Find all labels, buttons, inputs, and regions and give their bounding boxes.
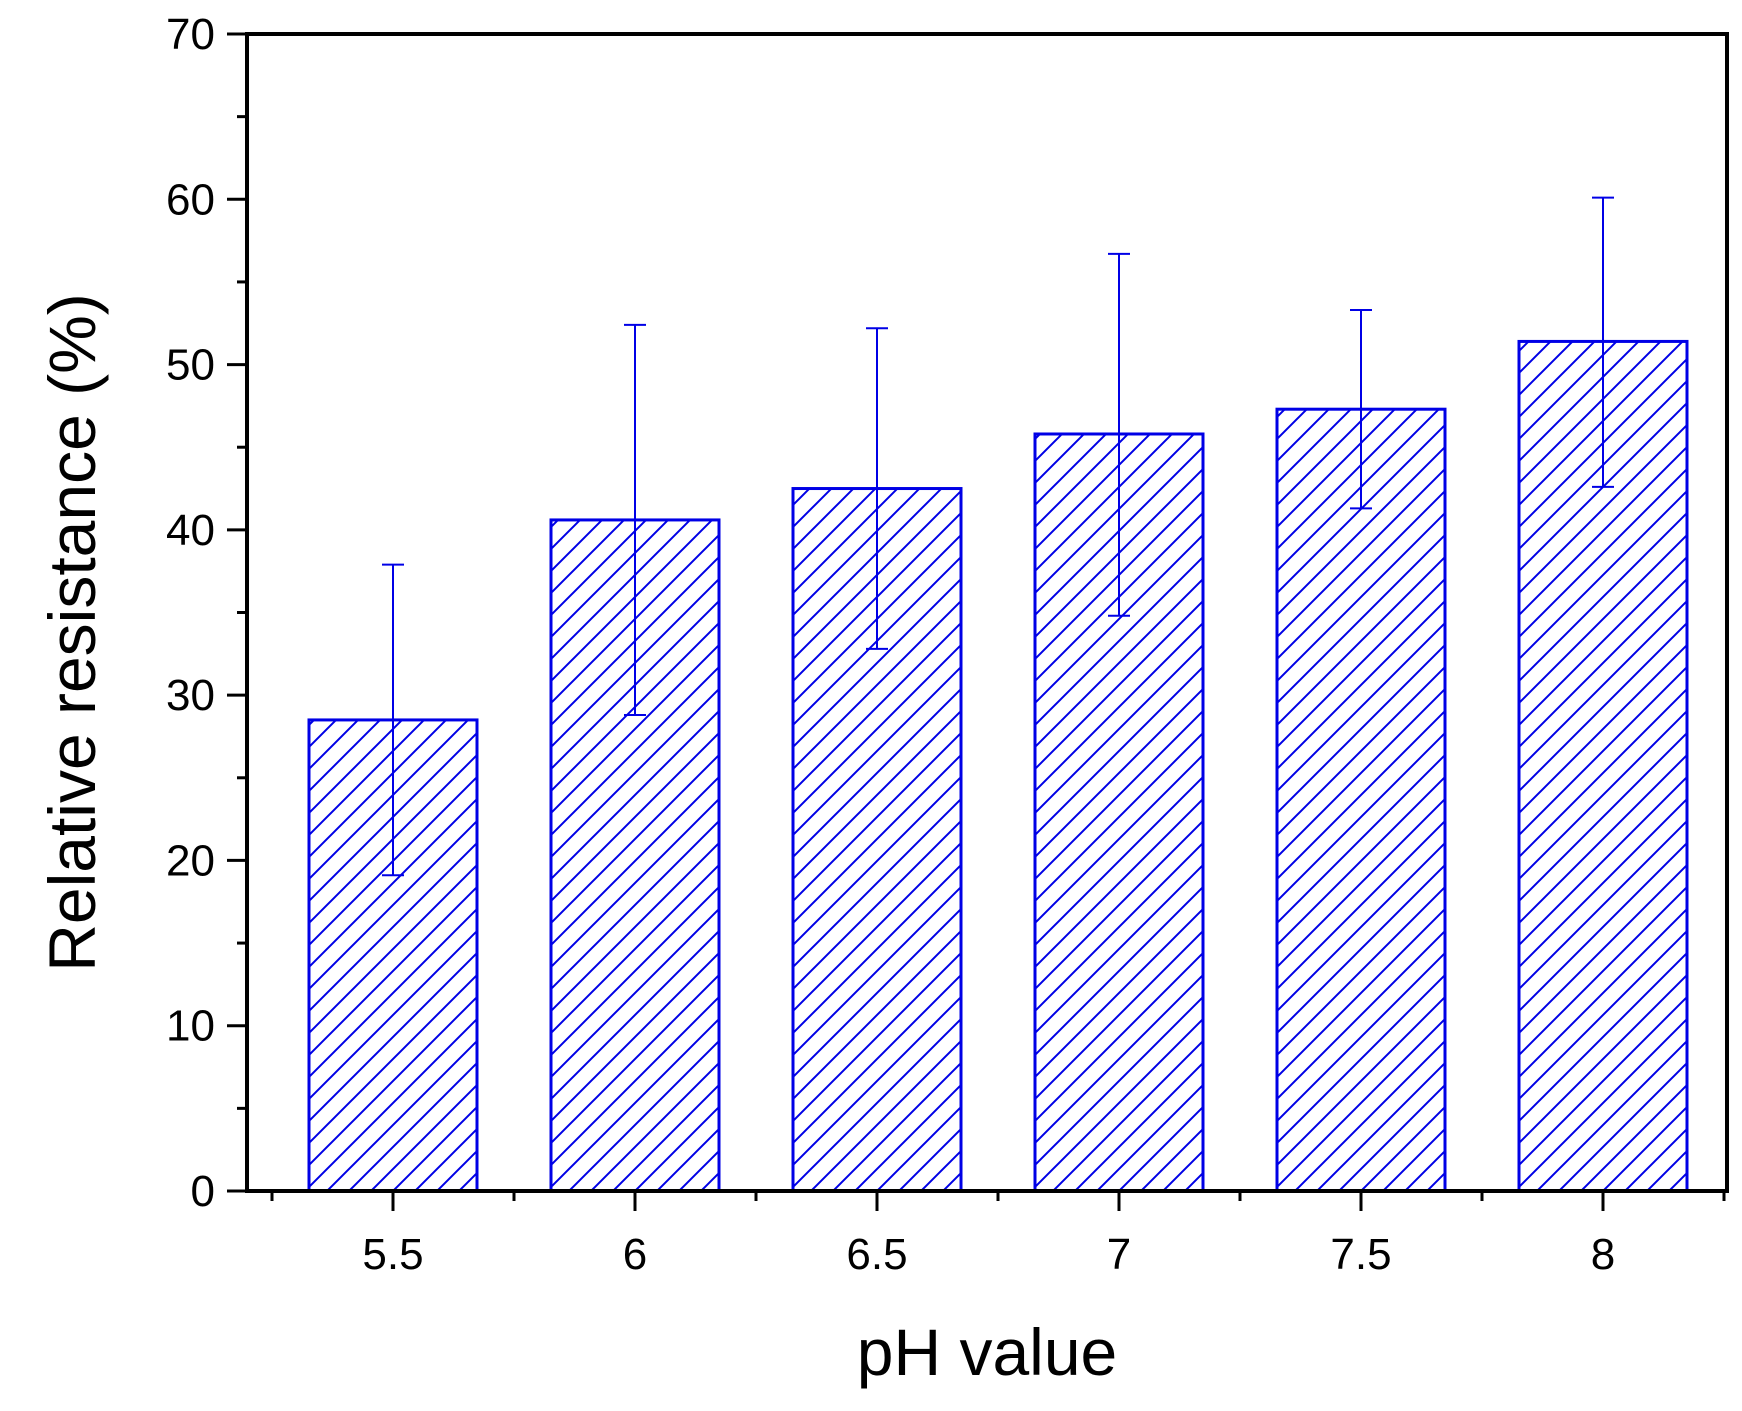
y-tick-label: 40 <box>166 506 215 555</box>
error-bar-7 <box>1108 252 1130 617</box>
y-axis-title: Relative resistance (%) <box>35 293 109 972</box>
x-tick-label: 8 <box>1591 1230 1615 1279</box>
y-tick-label: 50 <box>166 341 215 390</box>
y-tick-label: 60 <box>166 175 215 224</box>
y-tick-label: 10 <box>166 1002 215 1051</box>
y-tick-label: 70 <box>166 10 215 59</box>
tick-labels-layer: 0 10 20 30 40 50 60 70 5.5 6 6.5 7 7.5 8 <box>166 10 1615 1279</box>
bars-layer <box>307 339 1689 1193</box>
error-bar-7.5 <box>1350 309 1372 510</box>
x-tick-label: 7.5 <box>1330 1230 1391 1279</box>
error-bar-6.5 <box>866 327 888 650</box>
x-tick-label: 7 <box>1107 1230 1131 1279</box>
y-tick-label: 20 <box>166 836 215 885</box>
error-bar-8 <box>1592 196 1614 488</box>
bar-7.5 <box>1275 407 1447 1193</box>
y-tick-label: 0 <box>191 1167 215 1216</box>
axis-ticks-layer <box>227 32 1726 1211</box>
error-bar-5.5 <box>382 563 404 877</box>
x-tick-label: 6 <box>623 1230 647 1279</box>
x-axis-title: pH value <box>857 1315 1118 1389</box>
error-bars-layer <box>382 196 1614 877</box>
y-tick-label: 30 <box>166 671 215 720</box>
x-tick-label: 6.5 <box>846 1230 907 1279</box>
error-bar-6 <box>624 323 646 716</box>
x-tick-label: 5.5 <box>362 1230 423 1279</box>
